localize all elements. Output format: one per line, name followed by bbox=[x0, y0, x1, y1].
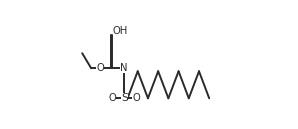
Text: O: O bbox=[132, 93, 140, 103]
Text: OH: OH bbox=[113, 26, 128, 37]
Text: O: O bbox=[96, 63, 104, 73]
Text: N: N bbox=[120, 63, 128, 73]
Text: S: S bbox=[121, 93, 128, 103]
Text: O: O bbox=[108, 93, 116, 103]
